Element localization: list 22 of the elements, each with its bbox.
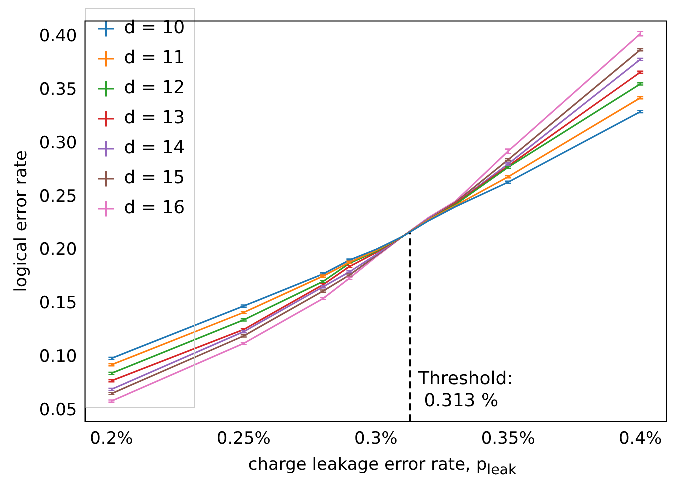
legend-label: d = 11 <box>124 48 186 69</box>
y-axis-title: logical error rate <box>12 150 32 292</box>
annotation: Threshold: 0.313 % <box>418 368 514 412</box>
y-tick-label: 0.05 <box>39 400 78 420</box>
legend-label: d = 14 <box>124 138 186 159</box>
x-tick-label: 0.25% <box>216 429 271 450</box>
x-tick-label: 0.4% <box>618 429 662 450</box>
x-tick-label: 0.35% <box>481 429 536 450</box>
y-tick-label: 0.40 <box>39 26 78 47</box>
legend-label: d = 15 <box>124 168 186 189</box>
y-tick-label: 0.10 <box>39 346 78 367</box>
y-tick-label: 0.25 <box>39 186 78 207</box>
legend-label: d = 12 <box>124 78 186 99</box>
y-tick-label: 0.20 <box>39 240 78 260</box>
x-tick-label: 0.3% <box>354 429 398 450</box>
legend-label: d = 16 <box>124 198 186 219</box>
y-tick-label: 0.35 <box>39 80 78 100</box>
x-tick-label: 0.2% <box>90 429 134 450</box>
y-tick-label: 0.15 <box>39 294 78 314</box>
legend-label: d = 13 <box>124 108 186 129</box>
x-axis-title: charge leakage error rate, p$_{leak}$ <box>247 455 518 478</box>
y-tick-label: 0.30 <box>39 133 78 154</box>
